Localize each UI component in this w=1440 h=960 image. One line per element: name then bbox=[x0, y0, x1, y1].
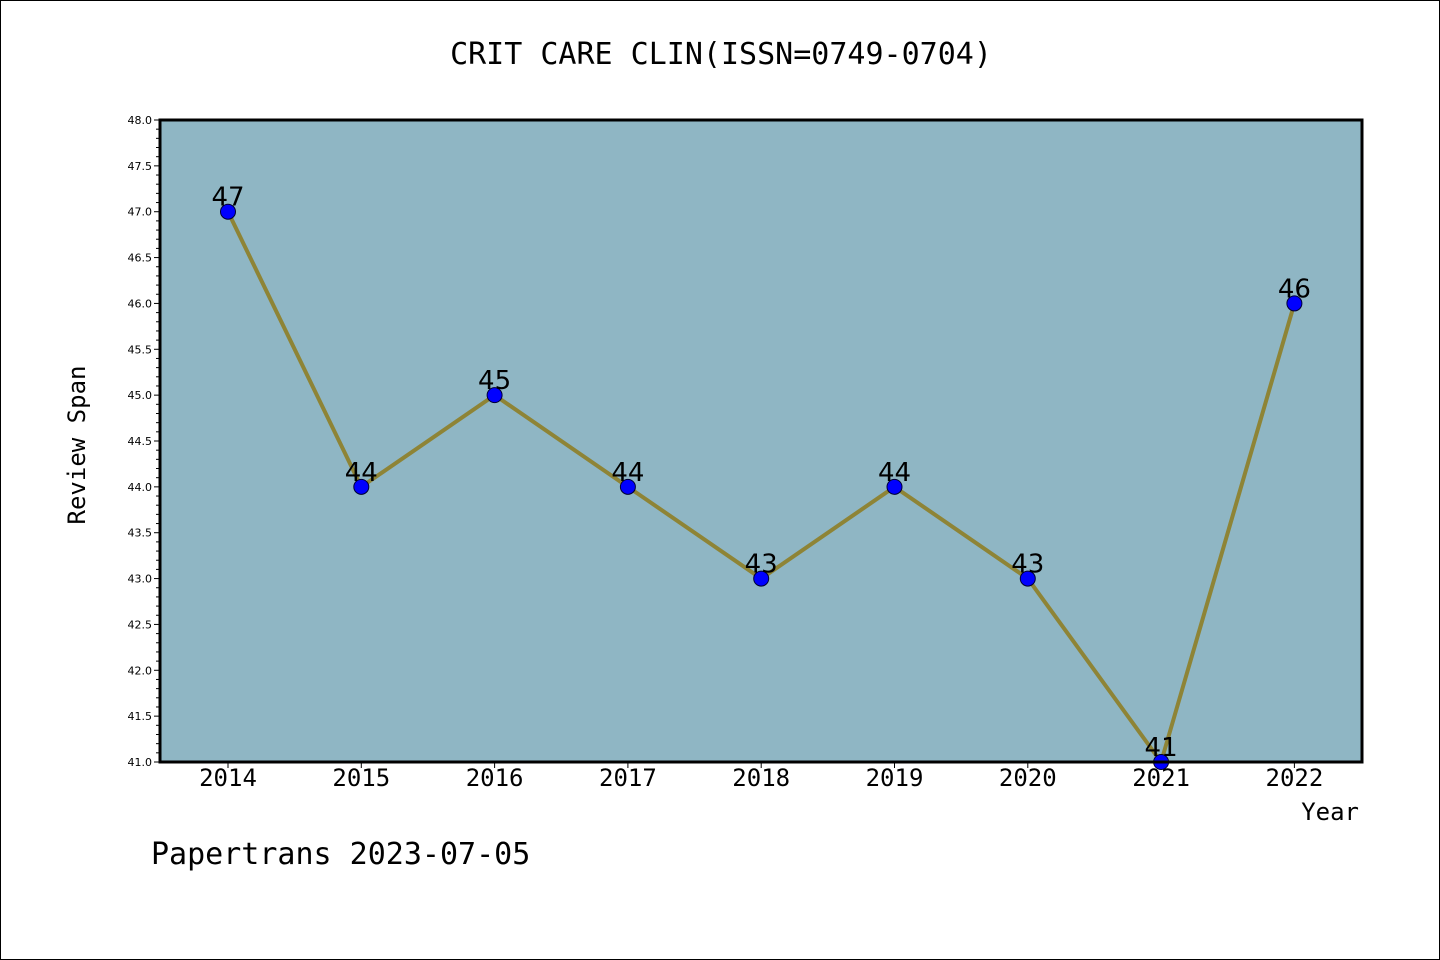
plot-frame bbox=[158, 118, 1364, 764]
data-label: 47 bbox=[211, 183, 244, 213]
data-point bbox=[886, 478, 903, 495]
y-tick-label: 41.5 bbox=[128, 710, 153, 723]
data-label: 43 bbox=[745, 550, 778, 580]
y-tick-label: 42.0 bbox=[128, 664, 153, 677]
x-tick-label: 2014 bbox=[199, 764, 257, 792]
y-tick-label: 47.0 bbox=[128, 206, 153, 219]
x-tick-label: 2022 bbox=[1266, 764, 1324, 792]
chart-title: CRIT CARE CLIN(ISSN=0749-0704) bbox=[450, 37, 992, 72]
x-axis-label: Year bbox=[1301, 798, 1359, 826]
x-tick-label: 2017 bbox=[599, 764, 657, 792]
plot-area bbox=[160, 120, 1362, 762]
y-tick-label: 45.5 bbox=[128, 343, 153, 356]
data-point bbox=[1286, 295, 1303, 312]
y-tick-label: 45.0 bbox=[128, 389, 153, 402]
y-tick-label: 43.5 bbox=[128, 527, 153, 540]
y-tick-label: 46.5 bbox=[128, 252, 153, 265]
series-group: 47 44 45 44 43 44 43 41 46 bbox=[211, 183, 1311, 770]
y-tick-label: 47.5 bbox=[128, 160, 153, 173]
y-tick-label: 43.0 bbox=[128, 573, 153, 586]
data-label: 43 bbox=[1011, 550, 1044, 580]
data-point bbox=[1019, 570, 1036, 587]
y-tick-label: 42.5 bbox=[128, 618, 153, 631]
data-label: 44 bbox=[878, 458, 911, 488]
data-point bbox=[220, 203, 236, 220]
y-axis: 41.0 41.5 42.0 42.5 43.0 43.5 44.0 44.5 45.0 45.5… bbox=[128, 114, 160, 769]
y-tick-label: 41.0 bbox=[128, 756, 153, 769]
data-label: 44 bbox=[611, 458, 644, 488]
x-axis: 2014 2015 2016 2017 2018 2019 2020 2021 2022 bbox=[199, 762, 1323, 792]
data-point bbox=[353, 478, 370, 495]
footer-stamp: Papertrans 2023-07-05 bbox=[151, 837, 531, 872]
data-label: 41 bbox=[1145, 733, 1178, 763]
x-tick-label: 2019 bbox=[866, 764, 924, 792]
data-point bbox=[619, 478, 636, 495]
y-tick-label: 48.0 bbox=[128, 114, 153, 127]
y-tick-label: 44.0 bbox=[128, 481, 153, 494]
x-tick-label: 2015 bbox=[332, 764, 390, 792]
data-label: 46 bbox=[1278, 274, 1311, 304]
data-point bbox=[486, 387, 503, 404]
y-tick-label: 44.5 bbox=[128, 435, 153, 448]
y-tick-label: 46.0 bbox=[128, 297, 153, 310]
x-tick-label: 2018 bbox=[732, 764, 790, 792]
x-tick-label: 2020 bbox=[999, 764, 1057, 792]
data-label: 44 bbox=[345, 458, 378, 488]
x-tick-label: 2016 bbox=[466, 764, 524, 792]
data-label: 45 bbox=[478, 366, 511, 396]
data-point bbox=[753, 570, 770, 587]
